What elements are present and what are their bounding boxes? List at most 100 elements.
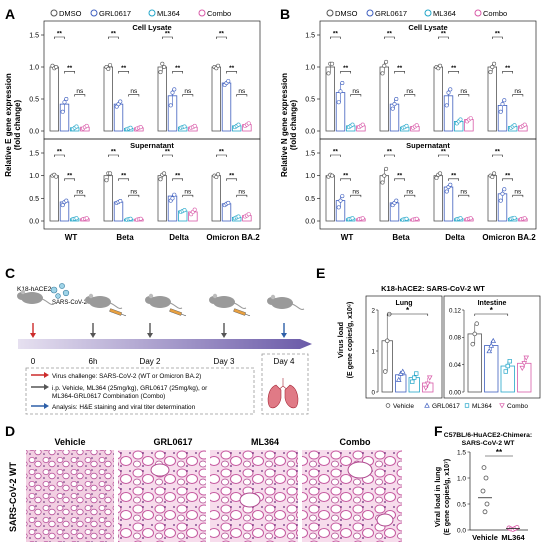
day4-box — [261, 353, 309, 415]
mouse-icon-0-tail — [41, 298, 55, 305]
sig-bracket-1-0-2 — [350, 194, 362, 198]
panel-a-chart: DMSO GRL0617 ML364 Combo Relative E gene exp… — [4, 9, 261, 242]
e-subtitle-0: Lung — [395, 300, 412, 307]
sig-label-1-1-2: ns — [406, 189, 414, 196]
sig-label-0-3-1: ** — [505, 65, 511, 72]
sig-label-0-0-1: ** — [67, 65, 73, 72]
syringe-icon-2 — [169, 308, 187, 317]
point-1-3-2-2 — [512, 215, 517, 220]
syringe-icon-3-barrel — [233, 308, 247, 316]
e-frame-0 — [365, 295, 443, 399]
panel-label-a: A — [5, 6, 15, 22]
sig-bracket-0-0-1 — [340, 71, 351, 74]
point-0-3-2-2 — [512, 123, 517, 128]
sig-label-1-1-2: ns — [130, 189, 138, 196]
sig-bracket-0-0-1 — [64, 71, 75, 74]
sig-bracket-0-0-0 — [54, 36, 65, 39]
legend-label-3: Combo — [207, 9, 231, 18]
point-1-3-0-2 — [216, 172, 221, 177]
timepoint-0: 0 — [31, 357, 36, 366]
panel-f-title-2: SARS-CoV-2 WT — [462, 440, 516, 447]
sig-label-0-2-0: ** — [165, 31, 171, 38]
bar-1-2-0 — [157, 175, 168, 222]
y-tick-label-0-1: 0.5 — [29, 97, 39, 104]
histology-col-combo: Combo — [340, 437, 371, 447]
sig-bracket-0-1-0 — [108, 36, 119, 39]
y-tick-label-1-3: 1.5 — [29, 151, 39, 158]
sig-bracket-0-3-2 — [512, 94, 524, 97]
e-ytick-label-1-0: 0.00 — [449, 389, 462, 396]
histology-row-label: SARS-CoV-2 WT — [8, 462, 18, 533]
sig-label-1-0-1: ** — [343, 172, 349, 179]
e-sig-label-1: * — [490, 306, 494, 315]
bar-1-3-0 — [487, 175, 498, 222]
point-1-1-2-2 — [404, 216, 409, 221]
point-1-1-2-2 — [128, 216, 133, 221]
timepoint-day3: Day 3 — [214, 357, 235, 366]
sig-label-0-0-2: ns — [352, 88, 360, 95]
bar-1-1-0 — [103, 175, 114, 222]
point-0-3-3-2 — [246, 121, 251, 126]
sig-bracket-0-0-0 — [330, 36, 341, 39]
point-0-0-2-2 — [74, 124, 79, 129]
sig-label-1-1-0: ** — [387, 149, 393, 156]
legend-marker-0 — [326, 9, 334, 17]
sig-label-0-3-2: ns — [238, 88, 246, 95]
point-1-0-2-2 — [74, 216, 79, 221]
sig-bracket-1-1-2 — [404, 194, 416, 198]
sig-bracket-1-2-0 — [438, 154, 449, 157]
point-1-0-1-1 — [338, 198, 343, 203]
panel-f-ylabel-2: (E gene copies/g, x10⁷) — [444, 459, 451, 535]
legend-label-0: DMSO — [59, 9, 82, 18]
point-1-2-3-2 — [468, 216, 473, 221]
point-0-0-3-2 — [84, 123, 89, 128]
e-point-0-3-2 — [426, 375, 433, 381]
e-sig-label-0: * — [406, 306, 410, 315]
timeline-arrow — [18, 339, 312, 349]
y-axis-label-2: (fold change) — [289, 100, 298, 151]
e-point-0-1-0 — [395, 376, 402, 382]
sig-label-0-2-2: ns — [460, 88, 468, 95]
panel-f-ylabel-1: Viral load in lung — [433, 466, 442, 527]
sig-bracket-1-0-0 — [330, 154, 341, 157]
e-legend-marker-2 — [464, 403, 470, 408]
histology-col-grl0617: GRL0617 — [153, 437, 192, 447]
sig-bracket-1-1-0 — [384, 154, 395, 157]
panel-b-chart: DMSO GRL0617 ML364 Combo Relative N gene exp… — [280, 9, 537, 242]
f-ytick-label-0: 0.0 — [457, 527, 466, 534]
point-1-3-0-2 — [492, 171, 497, 176]
timepoint-6h: 6h — [89, 357, 98, 366]
sig-label-0-0-0: ** — [57, 31, 63, 38]
sig-bracket-0-3-0 — [216, 36, 227, 39]
bar-1-0-0 — [325, 175, 336, 222]
point-0-3-0-0 — [488, 70, 493, 75]
panel-label-c: C — [5, 265, 15, 281]
y-tick-label-1-3: 1.5 — [305, 151, 315, 158]
point-1-0-3-2 — [84, 216, 89, 221]
sig-label-0-1-2: ns — [406, 88, 414, 95]
e-legend-marker-0 — [385, 403, 391, 408]
sig-bracket-1-1-0 — [108, 154, 119, 157]
sig-label-0-3-2: ns — [514, 88, 522, 95]
x-tick-label-0: WT — [65, 233, 78, 242]
lung-icon — [267, 378, 299, 409]
sig-bracket-0-3-2 — [236, 94, 248, 97]
f-ytick-label-3: 1.5 — [457, 449, 466, 456]
bar-0-1-0 — [103, 66, 114, 132]
e-point-1-1-0 — [486, 348, 493, 354]
mouse-icon-4-head — [267, 297, 277, 305]
mouse-icon-4 — [267, 294, 305, 310]
f-point-0-3 — [484, 501, 490, 507]
point-1-2-0-0 — [434, 175, 439, 180]
e-point-0-3-0 — [422, 385, 429, 391]
sig-bracket-0-2-2 — [458, 94, 470, 97]
point-1-1-3-2 — [414, 216, 419, 221]
bar-0-1-0 — [379, 66, 390, 132]
arrow-gray-head-1 — [147, 333, 153, 338]
mouse-icon-3-tail — [233, 302, 247, 309]
point-0-0-1-0 — [336, 100, 341, 105]
sig-label-0-2-0: ** — [441, 31, 447, 38]
sig-bracket-1-3-2 — [512, 194, 524, 198]
mouse-icon-3 — [209, 293, 247, 309]
